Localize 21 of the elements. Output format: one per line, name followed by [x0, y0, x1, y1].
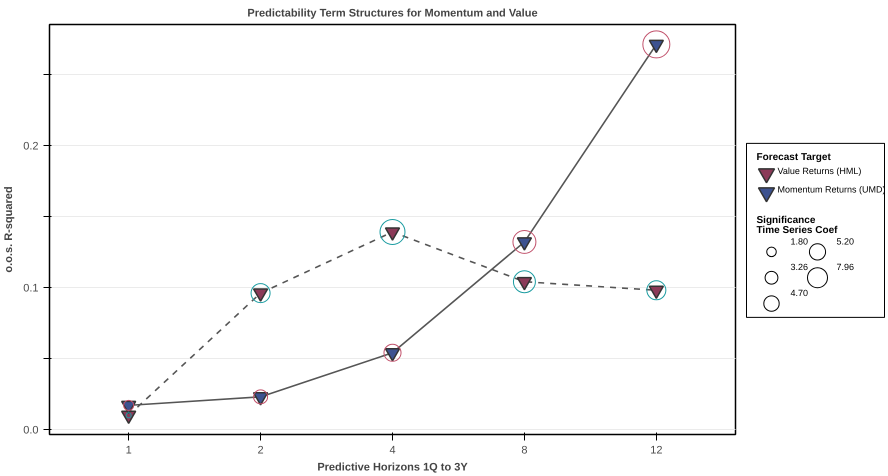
- x-tick-label: 1: [126, 444, 132, 456]
- y-axis-title: o.o.s. R-squared: [3, 186, 16, 273]
- legend-title: Forecast Target: [756, 152, 832, 163]
- x-tick-label: 4: [389, 444, 396, 456]
- x-tick-label: 2: [258, 444, 264, 456]
- x-axis-title: Predictive Horizons 1Q to 3Y: [317, 462, 468, 474]
- legend-label: 4.70: [790, 288, 808, 298]
- x-tick-label: 12: [650, 444, 662, 456]
- legend-label: 1.80: [790, 236, 808, 246]
- text: Significance Time Series Coef: [756, 214, 838, 236]
- point: [252, 392, 268, 406]
- y-tick-label: 0.2: [23, 140, 39, 152]
- x-tick-label: 8: [521, 444, 528, 456]
- point: [384, 348, 400, 362]
- legend-label: Value Returns (HML): [778, 166, 862, 176]
- y-tick-label: 0.0: [23, 424, 39, 437]
- y-tick-label: 0.1: [23, 282, 39, 294]
- legend-label: 7.96: [836, 262, 854, 272]
- legend-label: 5.20: [836, 236, 854, 246]
- legend-label: 3.26: [790, 262, 808, 272]
- chart-title: Predictability Term Structures for Momentum and Value: [247, 8, 538, 20]
